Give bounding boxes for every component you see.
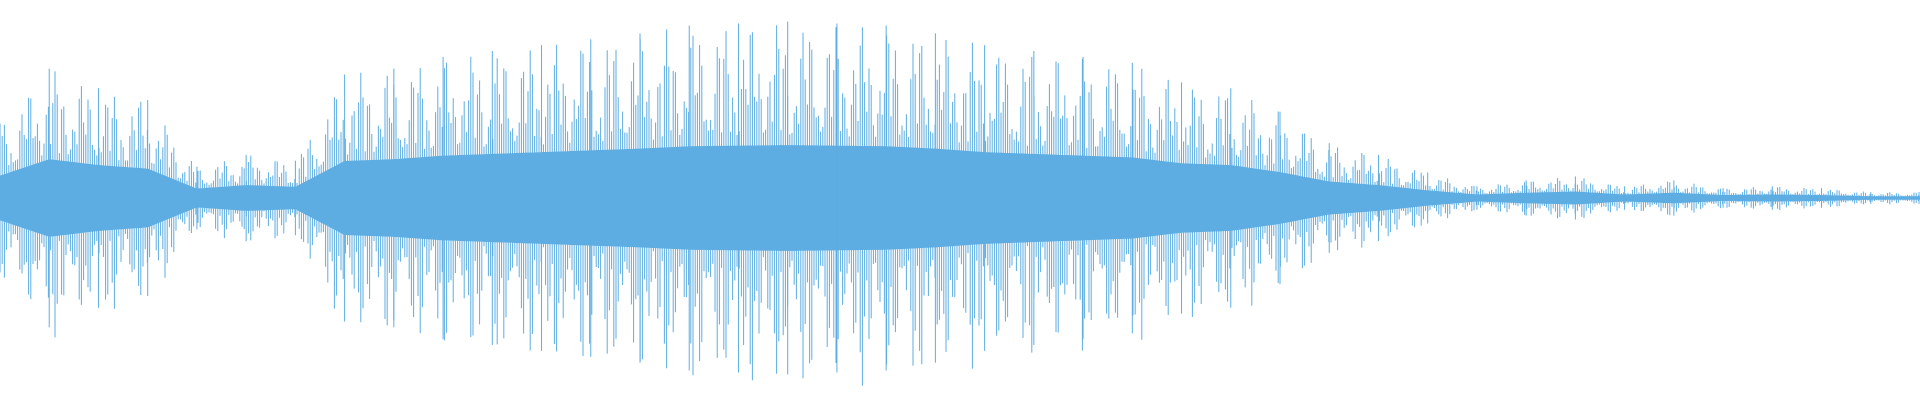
waveform-core (0, 145, 1920, 251)
